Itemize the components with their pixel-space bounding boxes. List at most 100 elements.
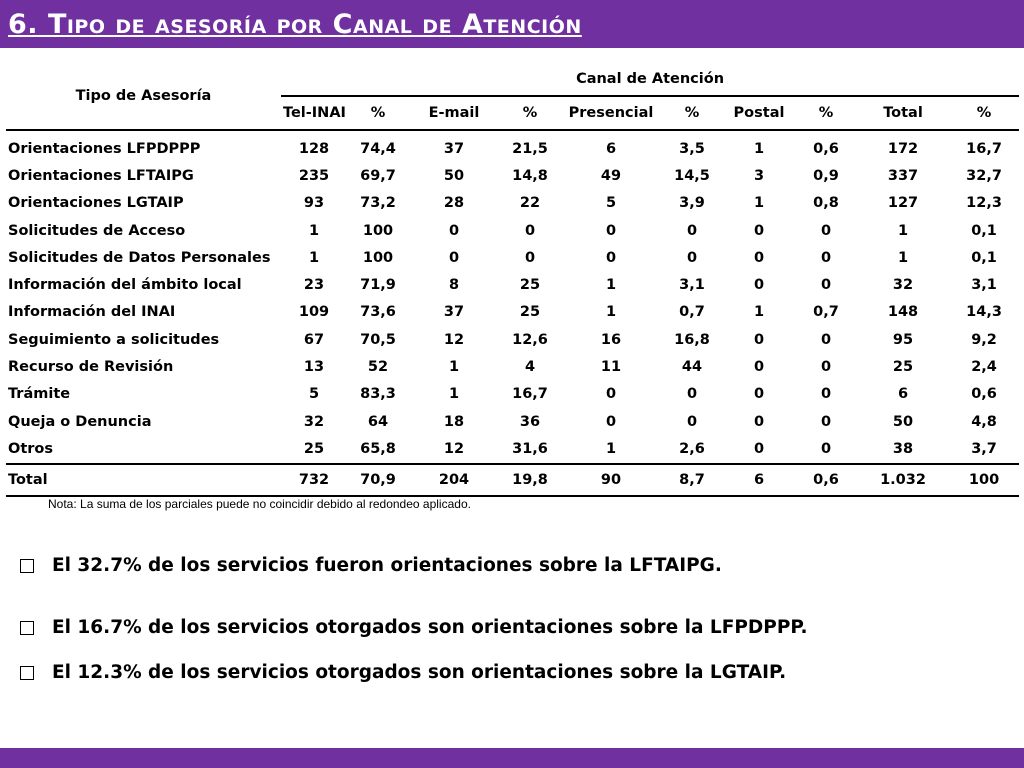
- table-cell: 8,7: [661, 462, 723, 497]
- table-cell: 67: [303, 331, 325, 348]
- table-row: Solicitudes de Acceso 1 100 0 0 0 0 0 0 1 0,1: [6, 217, 1019, 244]
- table-cell: 69,7: [360, 167, 396, 184]
- table-cell: 0: [820, 222, 832, 239]
- table-cell: 13: [303, 359, 325, 376]
- table-cell: 32: [303, 413, 325, 430]
- table-cell: 0: [753, 386, 765, 403]
- table-cell: 148: [887, 304, 919, 321]
- table-cell: 0: [605, 222, 617, 239]
- table-cell: 49: [600, 167, 622, 184]
- table-cell: 0,6: [971, 386, 997, 403]
- table-cell: 1: [448, 359, 460, 376]
- table-cell: 6: [605, 140, 617, 157]
- table-cell: 0: [448, 249, 460, 266]
- row-label: Seguimiento a solicitudes: [8, 331, 220, 348]
- table-row: Orientaciones LFTAIPG 235 69,7 50 14,8 49 14,5…: [6, 162, 1019, 189]
- table-cell: 0: [820, 413, 832, 430]
- table-cell: 4: [524, 359, 536, 376]
- table-cell: 36: [519, 413, 541, 430]
- row-label: Orientaciones LFPDPPP: [8, 140, 201, 157]
- table-cell: 0: [448, 222, 460, 239]
- table-row: Información del ámbito local 23 71,9 8 25 1 3,…: [6, 271, 1019, 298]
- table-row: Seguimiento a solicitudes 67 70,5 12 12,6 16 1…: [6, 326, 1019, 353]
- table-cell: 5: [605, 195, 617, 212]
- table-cell: 1: [753, 195, 765, 212]
- table-cell: 11: [600, 359, 622, 376]
- table-cell: 0: [524, 222, 536, 239]
- table-cell: 18: [443, 413, 465, 430]
- table-row: Solicitudes de Datos Personales 1 100 0 0 0 0 0…: [6, 244, 1019, 271]
- bottom-bar: [0, 748, 1024, 768]
- table-cell: 95: [892, 331, 914, 348]
- table-cell: 19,8: [499, 462, 561, 497]
- table-cell: 1.032: [857, 462, 949, 497]
- table-cell: 16,7: [512, 386, 548, 403]
- column-header: Postal: [723, 96, 795, 131]
- column-header: %: [661, 96, 723, 131]
- column-header: %: [949, 96, 1020, 131]
- table-cell: 23: [303, 277, 325, 294]
- table-cell: 128: [298, 140, 330, 157]
- row-label: Orientaciones LGTAIP: [8, 195, 184, 212]
- table-cell: 25: [519, 304, 541, 321]
- table-cell: 16: [600, 331, 622, 348]
- table-cell: 32,7: [966, 167, 1002, 184]
- column-header-row: Tel-INAI% E-mail% Presencial% Postal% Total%: [6, 96, 1020, 131]
- table-cell: 0,6: [795, 462, 857, 497]
- table-cell: 1: [897, 222, 909, 239]
- table-row: Recurso de Revisión 13 52 1 4 11 44 0 0 25 2,4: [6, 353, 1019, 380]
- table-cell: 204: [409, 462, 499, 497]
- table-cell: 37: [443, 304, 465, 321]
- table-row: Orientaciones LFPDPPP 128 74,4 37 21,5 6 3,5 1 0…: [6, 130, 1019, 162]
- bullet-text: El 16.7% de los servicios otorgados son …: [52, 617, 808, 638]
- table-cell: 0: [753, 413, 765, 430]
- table-cell: 0,7: [679, 304, 705, 321]
- table-cell: 93: [303, 195, 325, 212]
- table-cell: 73,6: [360, 304, 396, 321]
- table-cell: 0: [753, 359, 765, 376]
- table-cell: 12: [443, 440, 465, 457]
- table-cell: 2,4: [971, 359, 997, 376]
- table-cell: 3,1: [971, 277, 997, 294]
- table-cell: 1: [897, 249, 909, 266]
- table-cell: 14,5: [674, 167, 710, 184]
- table-cell: 2,6: [679, 440, 705, 457]
- table-cell: 1: [753, 304, 765, 321]
- table-cell: 0,9: [813, 167, 839, 184]
- column-header: Tel-INAI: [281, 96, 347, 131]
- column-header: %: [499, 96, 561, 131]
- table-cell: 0,7: [813, 304, 839, 321]
- table-cell: 0: [820, 440, 832, 457]
- column-header: %: [347, 96, 409, 131]
- table-cell: 3,7: [971, 440, 997, 457]
- table-cell: 90: [561, 462, 661, 497]
- table-cell: 28: [443, 195, 465, 212]
- table-cell: 0,1: [971, 222, 997, 239]
- table-cell: 0: [820, 386, 832, 403]
- table-cell: 0: [820, 249, 832, 266]
- checkbox-icon: [20, 620, 34, 635]
- column-header: %: [795, 96, 857, 131]
- table-cell: 50: [892, 413, 914, 430]
- table-cell: 109: [298, 304, 330, 321]
- table-row: Orientaciones LGTAIP 93 73,2 28 22 5 3,9 1 0,8 12…: [6, 190, 1019, 217]
- table-cell: 4,8: [971, 413, 997, 430]
- table-cell: 12: [443, 331, 465, 348]
- table-body: Orientaciones LFPDPPP 128 74,4 37 21,5 6 3,5 1 0…: [6, 130, 1020, 497]
- footnote: Nota: La suma de los parciales puede no …: [48, 497, 471, 511]
- table-cell: 100: [362, 222, 394, 239]
- row-label: Otros: [8, 440, 54, 457]
- table-cell: 12,3: [966, 195, 1002, 212]
- table-cell: 22: [519, 195, 541, 212]
- table-cell: 1: [753, 140, 765, 157]
- row-label: Total: [6, 462, 281, 497]
- table-cell: 0,8: [813, 195, 839, 212]
- table-cell: 25: [519, 277, 541, 294]
- table-cell: 3,9: [679, 195, 705, 212]
- title-bar: 6. Tipo de asesoría por Canal de Atenció…: [0, 0, 1024, 48]
- table-cell: 50: [443, 167, 465, 184]
- row-label: Solicitudes de Acceso: [8, 222, 186, 239]
- table-cell: 0: [605, 386, 617, 403]
- table-cell: 0,1: [971, 249, 997, 266]
- table-cell: 127: [887, 195, 919, 212]
